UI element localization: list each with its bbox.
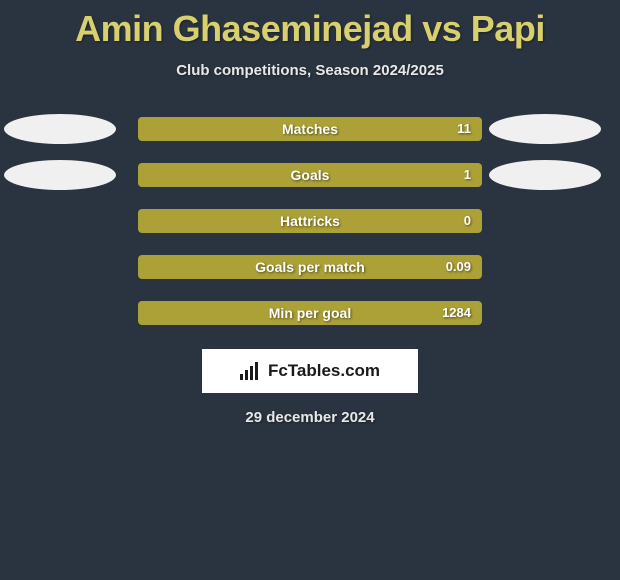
stat-row: Matches11 <box>0 117 620 141</box>
player-left-avatar <box>4 160 116 190</box>
subtitle: Club competitions, Season 2024/2025 <box>0 62 620 79</box>
stat-bar <box>138 209 482 233</box>
stat-bar <box>138 163 482 187</box>
date-label: 29 december 2024 <box>0 409 620 426</box>
player-right-avatar <box>489 160 601 190</box>
stat-bar-fill <box>138 117 482 141</box>
stat-row: Goals per match0.09 <box>0 255 620 279</box>
stat-rows: Matches11 Goals1 Hattricks0 Goals per match… <box>0 117 620 325</box>
stat-bar-fill <box>138 209 482 233</box>
stat-bar-fill <box>138 301 482 325</box>
logo-text: FcTables.com <box>268 361 380 381</box>
stat-bar <box>138 255 482 279</box>
stat-bar-fill <box>138 163 482 187</box>
stat-row: Goals1 <box>0 163 620 187</box>
player-left-avatar <box>4 114 116 144</box>
stat-bar-fill <box>138 255 482 279</box>
source-logo: FcTables.com <box>202 349 418 393</box>
stat-bar <box>138 301 482 325</box>
stat-row: Hattricks0 <box>0 209 620 233</box>
bar-chart-icon <box>240 362 262 380</box>
stat-bar <box>138 117 482 141</box>
player-right-avatar <box>489 114 601 144</box>
page-title: Amin Ghaseminejad vs Papi <box>0 0 620 50</box>
stat-row: Min per goal1284 <box>0 301 620 325</box>
